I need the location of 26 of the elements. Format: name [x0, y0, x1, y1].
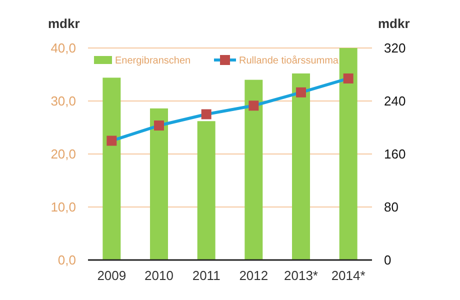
y2-tick-label: 160	[384, 146, 406, 162]
y-tick-label: 40,0	[50, 40, 76, 56]
x-tick-label: 2009	[97, 268, 126, 283]
y2-tick-label: 0	[384, 252, 392, 268]
y2-axis-title: mdkr	[378, 16, 410, 31]
x-tick-label: 2011	[192, 268, 220, 283]
y2-tick-label: 320	[384, 40, 406, 56]
bar	[292, 73, 310, 260]
legend-label: Rullande tioårssumma	[239, 54, 339, 66]
x-tick-label: 2012	[239, 268, 268, 283]
y-tick-label: 20,0	[50, 146, 76, 162]
y-axis-title: mdkr	[48, 16, 80, 31]
y-tick-label: 10,0	[50, 200, 76, 215]
y-tick-label: 30,0	[50, 94, 76, 109]
y2-tick-label: 80	[384, 200, 398, 215]
bar	[339, 48, 358, 260]
bar	[197, 121, 216, 260]
legend-label: Energibranschen	[115, 56, 191, 66]
bar	[244, 80, 263, 260]
y2-tick-label: 240	[384, 94, 406, 109]
x-tick-label: 2010	[144, 268, 174, 283]
bar	[150, 108, 168, 260]
bar	[102, 78, 121, 260]
x-tick-label: 2013*	[284, 268, 318, 283]
x-tick-label: 2014*	[331, 268, 366, 283]
y-tick-label: 0,0	[58, 252, 76, 268]
